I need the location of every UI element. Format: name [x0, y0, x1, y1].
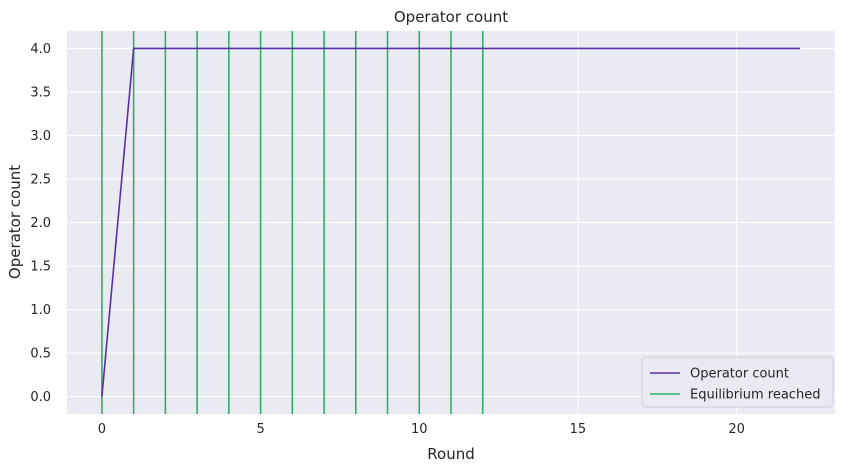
legend: Operator count Equilibrium reached — [641, 356, 834, 408]
chart-title: Operator count — [394, 8, 508, 26]
series-line-operator-count — [101, 47, 801, 397]
x-tick-label: 0 — [98, 422, 106, 437]
x-tick-labels: 0 5 10 15 20 — [98, 422, 745, 437]
y-tick-label: 0.0 — [30, 390, 51, 405]
x-axis-label: Round — [427, 445, 474, 463]
legend-label-operator-count: Operator count — [690, 367, 789, 382]
x-tick-label: 20 — [728, 422, 745, 437]
y-tick-label: 2.5 — [30, 172, 51, 187]
y-tick-label: 3.5 — [30, 85, 51, 100]
series-lines — [101, 47, 801, 397]
y-tick-label: 3.0 — [30, 129, 51, 144]
y-tick-label: 1.0 — [30, 303, 51, 318]
legend-label-equilibrium-reached: Equilibrium reached — [690, 388, 820, 403]
x-tick-label: 10 — [411, 422, 428, 437]
x-tick-label: 5 — [256, 422, 264, 437]
x-tick-label: 15 — [570, 422, 587, 437]
equilibrium-lines — [101, 31, 484, 414]
y-tick-label: 0.5 — [30, 347, 51, 362]
y-tick-label: 4.0 — [30, 42, 51, 57]
y-tick-label: 1.5 — [30, 260, 51, 275]
y-tick-labels: 0.0 0.5 1.0 1.5 2.0 2.5 3.0 3.5 4.0 — [30, 42, 51, 405]
legend-box — [641, 356, 834, 408]
y-tick-label: 2.0 — [30, 216, 51, 231]
y-axis-label: Operator count — [6, 165, 24, 279]
